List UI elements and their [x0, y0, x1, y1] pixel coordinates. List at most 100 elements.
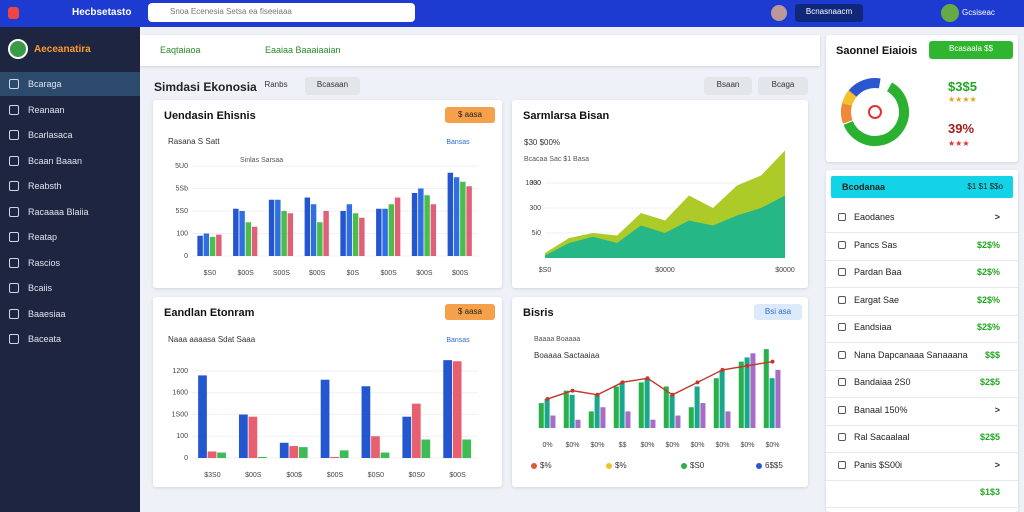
row-label: Bandaiaa 2S0: [854, 377, 911, 387]
tab[interactable]: Eaqtaiaoa: [160, 45, 201, 55]
row-value: $2$%: [976, 239, 1000, 250]
nav-icon: [9, 79, 19, 89]
logo: [8, 7, 19, 19]
list-tag: $1 $1 $$o: [967, 182, 1003, 191]
nav-item[interactable]: Racaaaa Blaiia: [0, 200, 140, 224]
row-icon: [838, 240, 846, 249]
list-header: Bcodanaa $1 $1 $$o: [831, 176, 1013, 198]
row-label: Pardan Baa: [854, 267, 902, 277]
panel: Bisris Bsi asa: [512, 297, 808, 487]
panel-button[interactable]: $ aasa: [445, 107, 495, 123]
row-value: $2$%: [976, 294, 1000, 305]
rating: ★★★★: [948, 95, 977, 104]
row-label: Banaal 150%: [854, 404, 908, 415]
gauge: [840, 78, 909, 146]
panel-title: Eandlan Etonram: [164, 307, 255, 319]
gauge-needle: [868, 105, 882, 119]
gauge-arc: [841, 78, 909, 146]
panel: Sarmlarsa Bisan: [512, 100, 808, 288]
list-row[interactable]: Eandsiaa $2$%: [826, 312, 1018, 343]
nav-icon: [9, 104, 19, 115]
row-value: >: [994, 212, 1000, 222]
list-row[interactable]: Eargat Sae $2$%: [826, 285, 1018, 316]
nav-item[interactable]: Baceata: [0, 327, 140, 351]
row-value: $2$5: [979, 432, 1000, 442]
row-label: Eandsiaa: [854, 322, 892, 332]
tab-bar: Eaqtaiaoa Eaaiaa Baaaiaaian: [140, 35, 820, 66]
nav-item[interactable]: Rascios: [0, 251, 140, 275]
nav-item[interactable]: Bcaan Baaan: [0, 149, 140, 173]
row-value: $2$%: [976, 322, 1000, 332]
nav-icon: [9, 206, 19, 217]
nav-item[interactable]: Reabsth: [0, 174, 140, 198]
row-value: $$$: [984, 349, 1000, 360]
top-bar: Hecbsetasto Snoa Ecenesia Setsa ea fisee…: [0, 0, 1024, 27]
summary-title: Saonnel Eiaiois: [836, 45, 918, 57]
row-value: >: [994, 404, 1000, 415]
top-button[interactable]: Bcnasnaacm: [795, 4, 863, 22]
list-row[interactable]: Eaodanes >: [826, 202, 1018, 233]
brand: Aeceanatira: [34, 44, 91, 55]
page-button[interactable]: Bcaga: [758, 77, 808, 95]
list-row[interactable]: $1$3: [826, 477, 1018, 508]
panel-title: Uendasin Ehisnis: [164, 110, 256, 122]
panel: Uendasin Ehisnis $ aasa: [153, 100, 502, 288]
list-title: Bcodanaa: [842, 182, 886, 192]
row-label: Eargat Sae: [854, 294, 900, 305]
nav-item[interactable]: Bcarlasaca: [0, 123, 140, 147]
nav-item[interactable]: Reanaan: [0, 98, 140, 122]
row-value: >: [994, 459, 1000, 470]
nav-item[interactable]: Bcaraga: [0, 72, 140, 96]
tab[interactable]: Eaaiaa Baaaiaaian: [265, 45, 341, 55]
row-icon: [838, 460, 846, 469]
gauge-arc: [841, 78, 909, 146]
list-row[interactable]: Panis $S00i >: [826, 450, 1018, 481]
page-button[interactable]: Bsaan: [704, 77, 752, 95]
row-value: $1$3: [979, 487, 1000, 497]
summary-card: Saonnel Eiaiois Bcasaala $$ $3$5 ★★★★ 39…: [826, 35, 1018, 162]
list-row[interactable]: Bandaiaa 2S0 $2$5: [826, 367, 1018, 398]
page-title: Simdasi Ekonosia: [154, 80, 257, 94]
nav-icon: [9, 257, 19, 268]
page-button[interactable]: Ranbs: [264, 80, 288, 89]
panel-title: Bisris: [523, 307, 554, 319]
nav-icon: [9, 308, 19, 319]
nav-item[interactable]: Baaesiaa: [0, 302, 140, 326]
nav-item[interactable]: Reatap: [0, 225, 140, 249]
rating: ★★★: [948, 139, 970, 148]
summary-value: 39%: [948, 121, 975, 136]
nav-icon: [9, 334, 19, 344]
page-button[interactable]: Bcasaan: [305, 77, 360, 95]
row-label: Nana Dapcanaaa Sanaaana: [854, 349, 968, 360]
panel: Eandlan Etonram $ aasa: [153, 297, 502, 487]
summary-button[interactable]: Bcasaala $$: [929, 41, 1013, 59]
row-value: $2$5: [979, 377, 1000, 387]
nav-icon: [9, 130, 19, 140]
list-row[interactable]: Pardan Baa $2$%: [826, 257, 1018, 288]
search-box[interactable]: Snoa Ecenesia Setsa ea fiseeiaaa: [148, 3, 415, 22]
avatar: [771, 5, 787, 21]
user-name[interactable]: Gcsiseac: [962, 8, 995, 17]
list-row[interactable]: Ral Sacaalaal $2$5: [826, 422, 1018, 453]
panel-button[interactable]: $ aasa: [445, 304, 495, 320]
list-row[interactable]: Banaal 150% >: [826, 395, 1018, 426]
panel-button[interactable]: Bsi asa: [754, 304, 802, 320]
list-row[interactable]: Pancs Sas $2$%: [826, 230, 1018, 261]
row-label: Eaodanes: [854, 212, 895, 222]
gauge-arc: [840, 78, 909, 146]
list-row[interactable]: Nana Dapcanaaa Sanaaana $$$: [826, 340, 1018, 371]
row-value: $2$%: [976, 267, 1000, 277]
row-icon: [838, 405, 846, 414]
row-icon: [838, 295, 846, 304]
row-label: Ral Sacaalaal: [854, 432, 910, 442]
summary-value: $3$5: [948, 79, 977, 94]
nav-item[interactable]: Bcaiis: [0, 276, 140, 300]
row-icon: [838, 378, 846, 386]
row-label: Pancs Sas: [854, 239, 898, 250]
row-icon: [838, 350, 846, 359]
nav-icon: [9, 283, 19, 293]
row-label: Panis $S00i: [854, 459, 903, 470]
row-icon: [838, 433, 846, 441]
user-avatar: [941, 4, 959, 22]
